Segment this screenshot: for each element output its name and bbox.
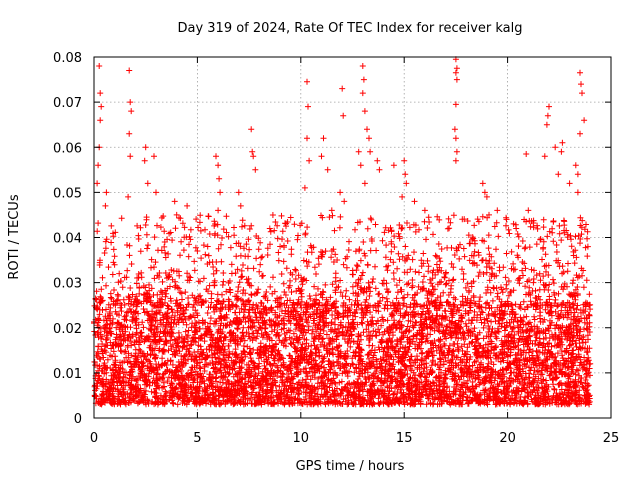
data-points xyxy=(91,56,594,408)
chart-title: Day 319 of 2024, Rate Of TEC Index for r… xyxy=(177,21,522,36)
y-tick-labels: 0 0.01 0.02 0.03 0.04 0.05 0.06 0.07 0.08 xyxy=(53,51,82,427)
x-tick-label: 0 xyxy=(90,431,98,446)
y-tick-label: 0.06 xyxy=(53,141,82,156)
roti-point-markers xyxy=(91,56,594,408)
axis-ticks xyxy=(93,56,612,419)
y-tick-label: 0.07 xyxy=(53,96,82,111)
y-tick-label: 0.03 xyxy=(53,277,82,292)
y-tick-label: 0 xyxy=(74,412,82,427)
y-tick-label: 0.08 xyxy=(53,51,82,66)
x-tick-label: 10 xyxy=(293,431,310,446)
y-tick-label: 0.02 xyxy=(53,322,82,337)
y-axis-label: ROTI / TECUs xyxy=(7,194,22,279)
y-tick-label: 0.04 xyxy=(53,232,82,247)
x-tick-label: 5 xyxy=(193,431,201,446)
x-tick-label: 25 xyxy=(603,431,620,446)
x-tick-labels: 0 5 10 15 20 25 xyxy=(90,431,619,446)
x-tick-label: 15 xyxy=(396,431,413,446)
x-tick-label: 20 xyxy=(499,431,516,446)
x-axis-label: GPS time / hours xyxy=(296,459,405,474)
y-tick-label: 0.01 xyxy=(53,367,82,382)
y-tick-label: 0.05 xyxy=(53,186,82,201)
